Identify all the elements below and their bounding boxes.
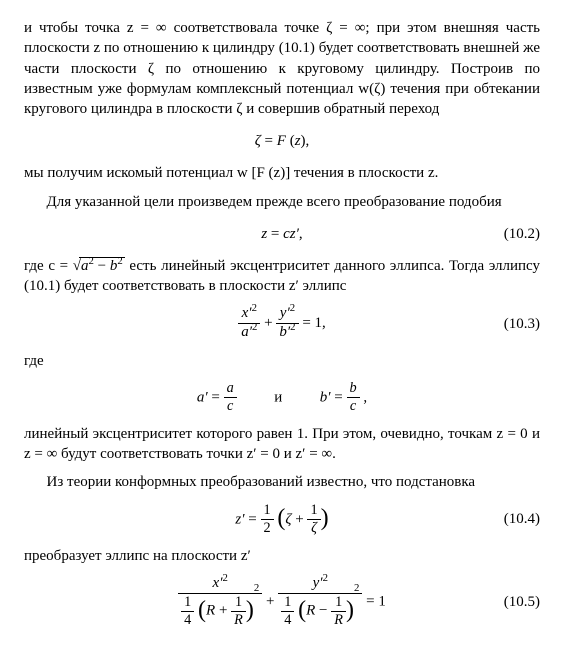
frac-x-term: x′2 1 4 (R + 1 R )2 [178, 576, 262, 628]
formula: x′2 a′2 + y′2 b′2 = 1, [238, 306, 326, 341]
paragraph-3: Для указанной цели произведем прежде все… [24, 192, 540, 212]
frac-1-zeta: 1 ζ [307, 503, 320, 536]
formula: a′ = a c и b′ = b c , [197, 381, 367, 414]
formula: z′ = 1 2 (ζ + 1 ζ ) [235, 503, 328, 536]
equation-10-4: z′ = 1 2 (ζ + 1 ζ ) (10.4) [24, 503, 540, 536]
equation-10-5: x′2 1 4 (R + 1 R )2 + y′2 1 4 [24, 576, 540, 628]
text: линейный эксцентриситет которого равен 1… [24, 426, 540, 462]
frac-y: y′2 b′2 [276, 306, 298, 341]
frac-half: 1 2 [261, 503, 274, 536]
frac-a-c: a c [224, 381, 237, 414]
equation-zeta-Fz: ζ = F (z), [24, 129, 540, 153]
paragraph-8: преобразует эллипс на плоскости z′ [24, 546, 540, 566]
frac-y-term: y′2 1 4 (R − 1 R )2 [278, 576, 362, 628]
paragraph-6: линейный эксцентриситет которого равен 1… [24, 424, 540, 465]
text: и чтобы точка z = ∞ соответствовала точк… [24, 20, 540, 117]
text: мы получим искомый потенциал w [F (z)] т… [24, 165, 438, 181]
equation-10-3: x′2 a′2 + y′2 b′2 = 1, (10.3) [24, 306, 540, 341]
equation-number: (10.4) [504, 509, 540, 529]
paragraph-5: где [24, 351, 540, 371]
text: Для указанной цели произведем прежде все… [47, 194, 502, 210]
equation-number: (10.5) [504, 592, 540, 612]
sqrt-a2-b2: √a2 − b2 [73, 256, 125, 276]
paragraph-2: мы получим искомый потенциал w [F (z)] т… [24, 163, 540, 183]
equation-number: (10.2) [504, 224, 540, 244]
text: Из теории конформных преобразований изве… [47, 474, 476, 490]
frac-x: x′2 a′2 [238, 306, 260, 341]
text: преобразует эллипс на плоскости z′ [24, 548, 251, 564]
paragraph-4: где c = √a2 − b2 есть линейный эксцентри… [24, 256, 540, 297]
text-prefix: где c = [24, 258, 73, 274]
equation-ab-def: a′ = a c и b′ = b c , [24, 381, 540, 414]
paragraph-1: и чтобы точка z = ∞ соответствовала точк… [24, 18, 540, 119]
equation-number: (10.3) [504, 313, 540, 333]
text: где [24, 353, 44, 369]
formula: x′2 1 4 (R + 1 R )2 + y′2 1 4 [178, 576, 386, 628]
frac-b-c: b c [347, 381, 360, 414]
formula: z = cz′, [261, 224, 302, 244]
equation-10-2: z = cz′, (10.2) [24, 222, 540, 246]
formula: ζ = F (z), [255, 131, 310, 151]
paragraph-7: Из теории конформных преобразований изве… [24, 472, 540, 492]
